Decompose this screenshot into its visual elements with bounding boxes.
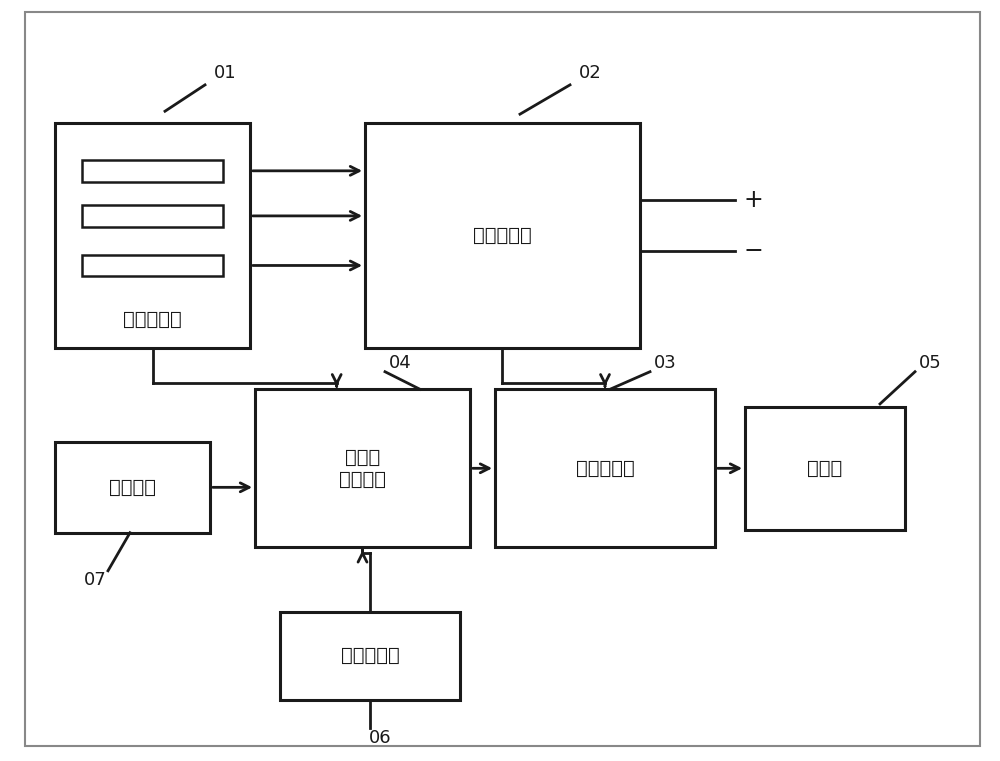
Text: 01: 01 [214, 64, 236, 82]
Text: 03: 03 [654, 354, 676, 372]
Bar [55, 123, 250, 349]
Text: 02: 02 [579, 64, 601, 82]
Bar [495, 390, 715, 547]
Text: 05: 05 [919, 354, 941, 372]
Bar [745, 407, 905, 530]
Text: 组件接线盒: 组件接线盒 [473, 226, 532, 245]
Bar [280, 612, 460, 699]
Text: 纽扣电池: 纽扣电池 [109, 478, 156, 497]
Text: 基准电压器: 基准电压器 [341, 646, 399, 665]
Bar [55, 442, 210, 533]
Text: 07: 07 [84, 571, 106, 588]
Text: 04: 04 [389, 354, 411, 372]
Bar [82, 160, 223, 182]
Text: 06: 06 [369, 728, 391, 747]
Bar [365, 123, 640, 349]
Bar [82, 205, 223, 227]
Text: 双电源
切换模块: 双电源 切换模块 [339, 447, 386, 489]
Text: +: + [743, 187, 763, 212]
Text: −: − [743, 240, 763, 263]
Text: 太阳能电池: 太阳能电池 [123, 310, 182, 329]
Bar [82, 255, 223, 276]
Bar [255, 390, 470, 547]
Text: 温度传感器: 温度传感器 [576, 459, 634, 478]
Text: 报警器: 报警器 [807, 459, 843, 478]
